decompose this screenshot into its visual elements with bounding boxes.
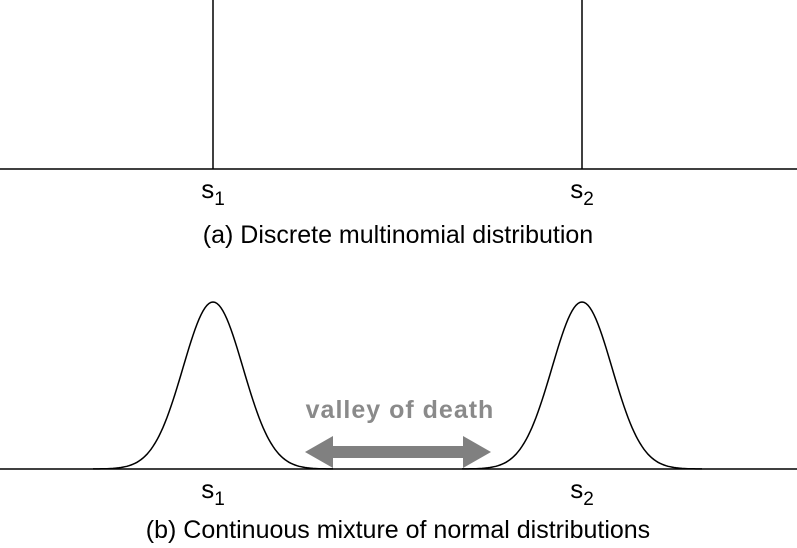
valley-label: valley of death bbox=[306, 396, 495, 424]
panel-b: valley of death s1 s2 (b) Continuous mix… bbox=[0, 301, 797, 544]
panel-a-tick-s2: s2 bbox=[570, 174, 594, 210]
panel-a-caption: (a) Discrete multinomial distribution bbox=[203, 221, 593, 249]
panel-b-tick-s2: s2 bbox=[570, 474, 594, 510]
panel-a: s1 s2 (a) Discrete multinomial distribut… bbox=[0, 0, 797, 249]
panel-a-tick-s1: s1 bbox=[201, 174, 225, 210]
gaussian-curve-s2 bbox=[462, 301, 702, 470]
gaussian-curve-s1 bbox=[93, 301, 333, 470]
double-headed-arrow bbox=[305, 436, 491, 468]
panel-b-tick-s1: s1 bbox=[201, 474, 225, 510]
panel-b-caption: (b) Continuous mixture of normal distrib… bbox=[146, 516, 650, 544]
